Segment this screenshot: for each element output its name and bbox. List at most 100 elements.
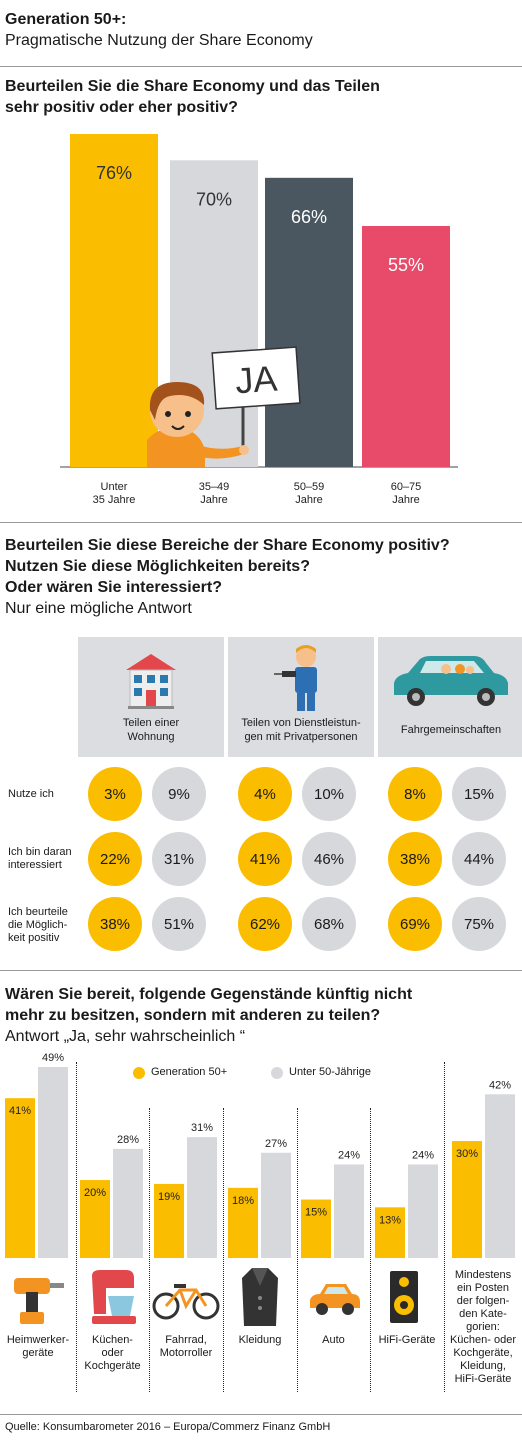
under50-value-label: 31% [191, 1122, 213, 1134]
section3-note: Antwort „Ja, sehr wahrscheinlich “ [5, 1028, 246, 1045]
page-subtitle: Pragmatische Nutzung der Share Economy [5, 32, 313, 49]
value-circle: 22% [88, 832, 142, 886]
gen50-value-label: 13% [379, 1214, 401, 1226]
under50-bar [485, 1094, 515, 1258]
row-label-line: keit positiv [8, 932, 60, 944]
legend-label-under50: Unter 50-Jährige [289, 1066, 371, 1078]
item-label-line: gorien: [466, 1321, 500, 1333]
item-label-at-least-one: Mindestens ein Posten der folgen- den Ka… [444, 1269, 522, 1386]
age-category-label: 50–59 [294, 481, 325, 493]
section3-question-line2: mehr zu besitzen, sondern mit anderen zu… [5, 1007, 381, 1024]
age-bar [265, 177, 353, 467]
legend-label-gen50: Generation 50+ [151, 1066, 228, 1078]
row-label-interested: Ich bin daran interessiert [8, 846, 72, 872]
age-category-label: Jahre [392, 494, 420, 506]
divider [0, 66, 522, 67]
value-circle: 15% [452, 767, 506, 821]
row-label-use: Nutze ich [8, 788, 54, 801]
under50-value-label: 24% [412, 1149, 434, 1161]
house-icon [126, 654, 176, 709]
under50-value-label: 49% [42, 1052, 64, 1064]
bicycle-icon [152, 1284, 220, 1320]
item-label-bicycle: Fahrrad, Motorroller [149, 1334, 223, 1360]
item-label-line: Kleidung, [460, 1360, 506, 1372]
car-icon [394, 656, 508, 706]
column-separator [76, 1062, 77, 1392]
item-label-line: HiFi-Geräte [378, 1334, 436, 1346]
item-label-kitchen: Küchen- oder Kochgeräte [76, 1334, 149, 1373]
page-title: Generation 50+: [5, 11, 127, 28]
gen50-value-label: 41% [9, 1105, 31, 1117]
section2-question-line3: Oder wären Sie interessiert? [5, 579, 222, 596]
divider [0, 522, 522, 523]
car-small-icon [310, 1284, 360, 1315]
section1-question-line2: sehr positiv oder eher positiv? [5, 99, 238, 116]
under50-bar [334, 1164, 364, 1258]
gen50-bar [5, 1098, 35, 1258]
under50-value-label: 28% [117, 1134, 139, 1146]
item-label-line: Motorroller [159, 1347, 213, 1359]
under50-bar [38, 1067, 68, 1258]
value-circle: 44% [452, 832, 506, 886]
under50-bar [113, 1148, 143, 1258]
age-category-label: Jahre [200, 494, 228, 506]
gen50-bar [301, 1199, 331, 1258]
age-bar-value-label: 70% [196, 189, 232, 209]
value-circle: 4% [238, 767, 292, 821]
value-circle: 69% [388, 897, 442, 951]
value-circle: 62% [238, 897, 292, 951]
value-circle: 46% [302, 832, 356, 886]
handyman-icon [274, 645, 317, 711]
value-circle: 51% [152, 897, 206, 951]
gen50-value-label: 15% [305, 1207, 327, 1219]
sign-text: JA [234, 358, 279, 402]
gen50-value-label: 19% [158, 1191, 180, 1203]
column-separator [223, 1108, 224, 1392]
item-label-line: der folgen- [456, 1295, 510, 1307]
category-label-line1: Teilen einer [122, 717, 180, 729]
value-circle: 10% [302, 767, 356, 821]
gen50-bar [452, 1141, 482, 1258]
category-label-line2: Wohnung [127, 731, 175, 743]
item-label-line: oder [101, 1347, 124, 1359]
item-label-line: Kochgeräte, [453, 1347, 513, 1359]
row-label-line: interessiert [8, 859, 62, 871]
under50-value-label: 27% [265, 1138, 287, 1150]
person-holding-sign-illustration [147, 346, 301, 467]
gen50-bar [154, 1183, 184, 1258]
value-circle: 75% [452, 897, 506, 951]
item-label-line: Kochgeräte [84, 1360, 141, 1372]
item-label-line: Heimwerker- [6, 1334, 70, 1346]
section2-note: Nur eine mögliche Antwort [5, 600, 192, 617]
row-label-line: Ich beurteile [8, 906, 68, 918]
age-category-label: Unter [101, 481, 128, 493]
section2-question-line1: Beurteilen Sie diese Bereiche der Share … [5, 537, 450, 554]
item-label-line: Küchen- [92, 1334, 133, 1346]
value-circle: 38% [388, 832, 442, 886]
item-label-line: Mindestens [454, 1269, 512, 1281]
row-label-line: die Möglich- [8, 919, 68, 931]
speaker-icon [390, 1271, 418, 1323]
category-carpool: Fahrgemeinschaften [378, 637, 522, 757]
gen50-value-label: 18% [232, 1195, 254, 1207]
value-circle: 3% [88, 767, 142, 821]
drill-icon [14, 1278, 64, 1324]
age-category-label: 35–49 [199, 481, 230, 493]
age-bar-value-label: 55% [388, 255, 424, 275]
row-label-line: Ich bin daran [8, 846, 72, 858]
divider [0, 970, 522, 971]
age-bar-value-label: 66% [291, 207, 327, 227]
items-bar-chart: 41% 20% 19% 18% 15% 13% 30% 49% 28% 31% 27% 24% 24% 4… [5, 1052, 515, 1258]
age-bar-value-label: 76% [96, 163, 132, 183]
item-label-line: Fahrrad, [165, 1334, 207, 1346]
section2-question-line2: Nutzen Sie diese Möglichkeiten bereits? [5, 558, 310, 575]
age-category-label: Jahre [295, 494, 323, 506]
value-circle: 9% [152, 767, 206, 821]
value-circle: 38% [88, 897, 142, 951]
value-circle: 41% [238, 832, 292, 886]
sign-board [211, 346, 301, 410]
gen50-bar [228, 1187, 258, 1258]
column-separator [149, 1108, 150, 1392]
item-label-line: Auto [322, 1334, 345, 1346]
gen50-value-label: 20% [84, 1187, 106, 1199]
